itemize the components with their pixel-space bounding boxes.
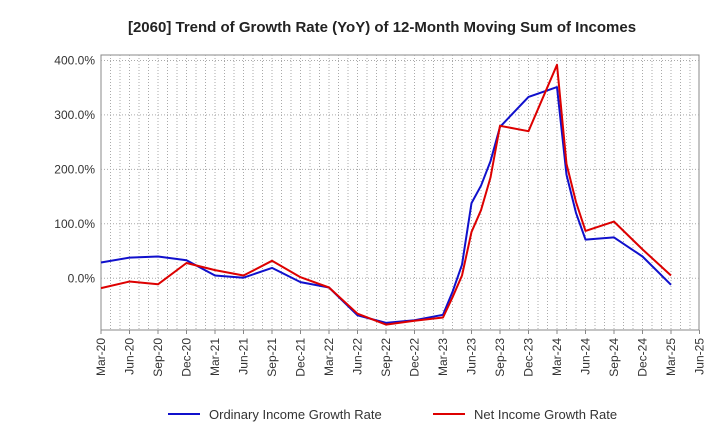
legend-label-1: Ordinary Income Growth Rate (209, 407, 382, 422)
y-tick-label: 400.0% (54, 53, 95, 67)
legend: Ordinary Income Growth Rate Net Income Gr… (168, 407, 617, 422)
y-tick-label: 100.0% (54, 217, 95, 231)
x-tick-label: Jun-23 (465, 338, 479, 375)
x-tick-label: Dec-21 (294, 338, 308, 377)
vertical-grid (110, 55, 691, 330)
x-tick-label: Mar-23 (436, 338, 450, 376)
x-tick-label: Mar-25 (664, 338, 678, 376)
series-line-2 (100, 63, 672, 326)
x-tick-label: Jun-24 (579, 338, 593, 375)
x-tick-label: Jun-21 (237, 338, 251, 375)
legend-label-2: Net Income Growth Rate (474, 407, 617, 422)
x-tick-label: Jun-25 (693, 338, 707, 375)
x-tick-label: Dec-20 (180, 338, 194, 377)
y-tick-label: 300.0% (54, 108, 95, 122)
x-tick-label: Jun-22 (351, 338, 365, 375)
x-tick-label: Mar-21 (208, 338, 222, 376)
x-tick-label: Dec-22 (408, 338, 422, 377)
x-tick-label: Sep-23 (493, 338, 507, 377)
series-layer (100, 63, 672, 326)
y-tick-label: 0.0% (68, 271, 96, 285)
x-tick-label: Dec-23 (522, 338, 536, 377)
chart-title: [2060] Trend of Growth Rate (YoY) of 12-… (128, 19, 636, 36)
x-tick-label: Sep-24 (607, 338, 621, 377)
y-tick-label: 200.0% (54, 162, 95, 176)
x-axis-ticks: Mar-20 Jun-20 Sep-20 Dec-20 Mar-21 Jun-21 Sep-… (94, 330, 707, 377)
series-line-1 (100, 86, 672, 324)
horizontal-grid (101, 59, 699, 279)
x-tick-label: Mar-22 (322, 338, 336, 376)
x-tick-label: Jun-20 (123, 338, 137, 375)
x-tick-label: Sep-20 (151, 338, 165, 377)
x-tick-label: Sep-22 (379, 338, 393, 377)
x-tick-label: Sep-21 (265, 338, 279, 377)
x-tick-label: Dec-24 (636, 338, 650, 377)
x-tick-label: Mar-20 (94, 338, 108, 376)
y-axis-ticks: 0.0% 100.0% 200.0% 300.0% 400.0% (54, 53, 95, 285)
plot-area (100, 54, 700, 331)
x-tick-label: Mar-24 (550, 338, 564, 376)
